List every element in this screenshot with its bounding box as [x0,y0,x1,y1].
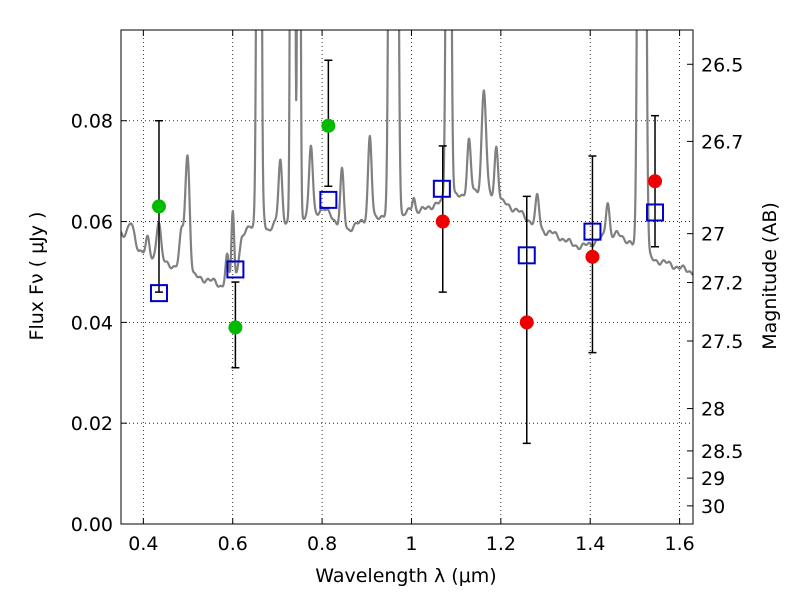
observed-points [151,118,663,335]
observed-point-green [321,118,336,133]
model-points [149,179,665,303]
x-axis-label: Wavelength λ (μm) [315,565,496,587]
magnitude-tick-label: 28.5 [701,441,743,463]
x-tick-label: 1.4 [575,533,605,555]
spectrum-line [121,30,693,288]
x-axis-ticks: 0.4 0.6 0.8 1 1.2 1.4 1.6 [128,30,695,555]
observed-point-green [228,320,243,335]
magnitude-tick-label: 26.7 [701,131,743,153]
y-axis-ticks: 0.00 0.02 0.04 0.06 0.08 [71,111,127,536]
magnitude-tick-label: 29 [701,468,725,490]
y-tick-label: 0.00 [71,514,113,536]
x-tick-label: 1.6 [664,533,694,555]
magnitude-tick-label: 27.2 [701,273,743,295]
observed-point-red [585,249,600,264]
model-point [583,222,602,241]
observed-point-red [648,174,663,189]
y-tick-label: 0.08 [71,111,113,133]
grid [121,30,693,525]
model-point [149,284,168,303]
model-point [646,203,665,222]
magnitude-tick-label: 28 [701,399,725,421]
magnitude-axis-label: Magnitude (AB) [759,202,781,350]
x-tick-label: 1 [405,533,417,555]
y-axis-label: Flux Fν ( μJy ) [26,212,48,341]
observed-point-green [151,199,166,214]
magnitude-tick-label: 27 [701,224,725,246]
observed-point-red [435,214,450,229]
model-point [432,179,451,198]
x-tick-label: 0.6 [218,533,248,555]
x-tick-label: 1.2 [486,533,516,555]
model-spectrum [121,30,693,288]
x-tick-label: 0.8 [307,533,337,555]
y-tick-label: 0.02 [71,413,113,435]
model-point [319,190,338,209]
magnitude-tick-label: 26.5 [701,54,743,76]
magnitude-axis-ticks: 26.5 26.7 27 27.2 27.5 28 28.5 29 30 [687,54,743,518]
y-tick-label: 0.06 [71,212,113,234]
model-point [226,260,245,279]
magnitude-tick-label: 27.5 [701,331,743,353]
magnitude-tick-label: 30 [701,496,725,518]
x-tick-label: 0.4 [128,533,158,555]
model-point [517,246,536,265]
plot-frame [120,29,694,525]
y-tick-label: 0.04 [71,312,113,334]
observed-point-red [519,315,534,330]
